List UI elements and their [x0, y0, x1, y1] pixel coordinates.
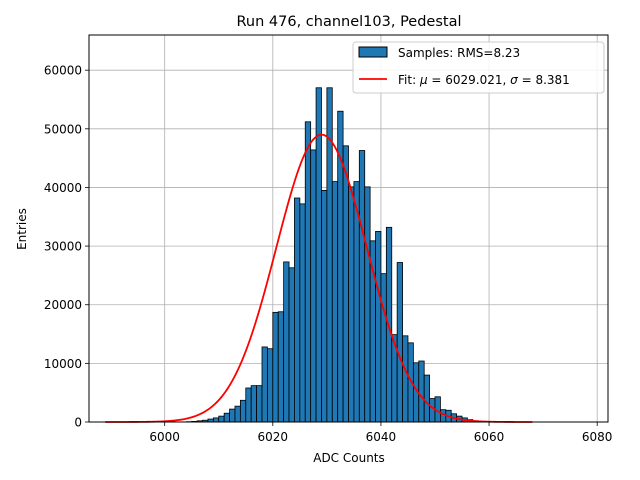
histogram-bar [402, 335, 409, 423]
y-axis-label: Entries [15, 208, 29, 250]
legend-fit-mu-symbol: μ [419, 73, 428, 87]
histogram-bar [331, 181, 339, 423]
histogram-bar [223, 412, 230, 423]
histogram-bar [348, 186, 355, 423]
y-axis-ticks: 0 10000 20000 30000 40000 50000 60000 [44, 64, 89, 430]
legend-samples-swatch [358, 46, 388, 58]
plot-frame [88, 34, 609, 423]
histogram-bar [418, 360, 425, 423]
histogram-bars [180, 87, 495, 423]
histogram-bar [272, 311, 279, 423]
histogram-bar [250, 385, 257, 423]
y-tick-label: 50000 [44, 122, 82, 136]
histogram-bar [218, 415, 225, 423]
x-axis-label: ADC Counts [313, 451, 385, 465]
histogram-bar [283, 261, 290, 423]
histogram-bar [239, 399, 247, 423]
histogram-bar [277, 311, 285, 423]
legend-fit-sigma-value: = 8.381 [518, 73, 570, 87]
legend-fit-label: Fit: μ = 6029.021, σ = 8.381 [398, 73, 570, 87]
y-tick-label: 10000 [44, 357, 82, 371]
legend-box [352, 41, 605, 94]
fit-curve-layer [105, 133, 533, 423]
histogram-bar [429, 398, 436, 423]
histogram-bar [299, 203, 306, 423]
histogram-bar [364, 186, 371, 423]
legend-samples-label: Samples: RMS=8.23 [398, 46, 520, 60]
histogram-bar [358, 150, 366, 423]
histogram-bar [310, 149, 317, 423]
histogram-bar [375, 231, 382, 423]
histogram-bar [245, 387, 252, 423]
x-axis-ticks: 6000 6020 6040 6060 6080 [149, 422, 612, 444]
x-tick-label: 6060 [474, 430, 505, 444]
histogram-bar [294, 197, 301, 423]
chart-title: Run 476, channel103, Pedestal [236, 14, 461, 30]
histogram-bar [256, 385, 263, 423]
histogram-bar [396, 262, 403, 423]
y-tick-label: 20000 [44, 298, 82, 312]
y-tick-label: 30000 [44, 240, 82, 254]
histogram-bar [304, 121, 312, 423]
legend-fit-sigma-symbol: σ [510, 73, 518, 87]
y-tick-label: 60000 [44, 64, 82, 78]
legend-fit-prefix: Fit: [398, 73, 420, 87]
legend: Samples: RMS=8.23 Fit: μ = 6029.021, σ =… [352, 41, 605, 94]
x-tick-label: 6080 [582, 430, 613, 444]
legend-fit-mu-value: = 6029.021, [428, 73, 511, 87]
histogram-bar [321, 189, 328, 423]
gaussian-fit-curve [105, 133, 533, 423]
histogram-bar [267, 348, 274, 423]
histogram-bar [234, 405, 241, 423]
histogram-bar [229, 408, 236, 423]
y-tick-label: 0 [74, 416, 82, 430]
x-tick-label: 6020 [258, 430, 289, 444]
histogram-bar [288, 267, 295, 423]
histogram-bar [315, 87, 322, 423]
x-tick-label: 6040 [366, 430, 397, 444]
histogram-bar [261, 346, 268, 423]
histogram-bar [380, 273, 387, 423]
y-tick-label: 40000 [44, 181, 82, 195]
histogram-bar [423, 374, 430, 423]
x-tick-label: 6000 [149, 430, 180, 444]
histogram-bar [212, 417, 220, 423]
histogram-bar [342, 145, 349, 423]
